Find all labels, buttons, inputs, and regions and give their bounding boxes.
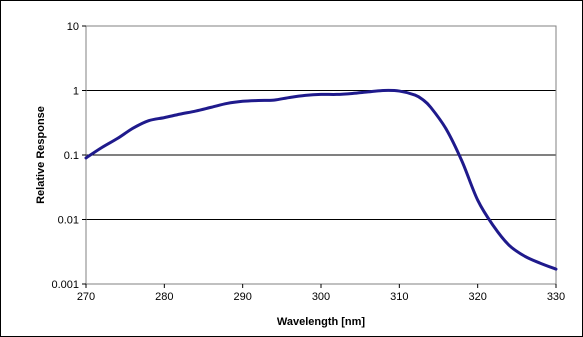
y-axis-title: Relative Response bbox=[35, 106, 47, 204]
x-tick-label: 310 bbox=[390, 291, 408, 303]
x-axis-title: Wavelength [nm] bbox=[277, 316, 366, 328]
y-tick-label: 1 bbox=[73, 86, 79, 98]
x-tick-label: 270 bbox=[77, 291, 95, 303]
y-tick-label: 10 bbox=[67, 21, 79, 33]
x-tick-label: 300 bbox=[312, 291, 330, 303]
y-tick-label: 0.001 bbox=[51, 279, 79, 291]
series-line-relative-response bbox=[84, 88, 558, 271]
x-tick-label: 320 bbox=[468, 291, 486, 303]
grid-layer bbox=[86, 90, 556, 220]
x-tick-label: 280 bbox=[155, 291, 173, 303]
x-tick-label: 330 bbox=[547, 291, 565, 303]
y-tick-label: 0.01 bbox=[58, 215, 79, 227]
y-tick-label: 0.1 bbox=[64, 150, 79, 162]
x-tick-label: 290 bbox=[233, 291, 251, 303]
